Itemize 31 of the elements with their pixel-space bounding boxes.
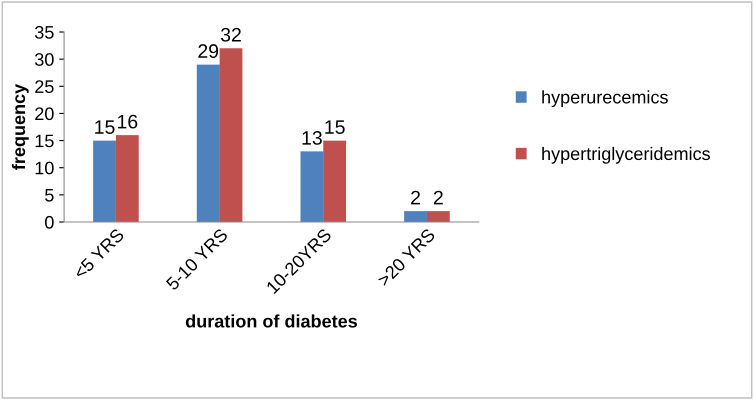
data-label: 13 <box>302 131 322 145</box>
bar <box>116 135 139 222</box>
y-tick-label: 20 <box>35 107 54 120</box>
bar <box>93 140 116 222</box>
bar <box>196 64 220 222</box>
data-label: 2 <box>411 190 420 204</box>
bar <box>300 151 324 222</box>
y-tick-label: 30 <box>34 53 54 66</box>
data-label: 15 <box>95 120 115 134</box>
y-tick-label: 10 <box>36 162 54 174</box>
y-tick-label: 5 <box>45 188 54 202</box>
data-label: 2 <box>434 190 443 204</box>
data-label: 16 <box>118 114 138 129</box>
y-axis-title: frequency <box>12 84 29 170</box>
x-tick-label: >20 YRS <box>376 228 436 287</box>
bar <box>323 140 346 222</box>
bar <box>404 211 427 222</box>
y-tick-label: 25 <box>35 80 54 94</box>
x-tick-label: 5-10 YRS <box>165 228 228 291</box>
x-axis-title: duration of diabetes <box>186 314 357 328</box>
data-label: 32 <box>220 28 241 42</box>
y-tick-label: 35 <box>34 26 54 39</box>
data-label: 29 <box>198 44 218 58</box>
y-tick-label: 0 <box>45 216 54 229</box>
data-label: 15 <box>325 120 345 134</box>
bar <box>426 211 450 222</box>
legend-label: hyperurecemics <box>542 90 668 108</box>
bar <box>220 48 242 222</box>
y-tick-label: 15 <box>36 134 54 148</box>
x-tick-label: <5 YRS <box>72 228 125 280</box>
legend-label: hypertriglyceridemics <box>542 146 710 164</box>
